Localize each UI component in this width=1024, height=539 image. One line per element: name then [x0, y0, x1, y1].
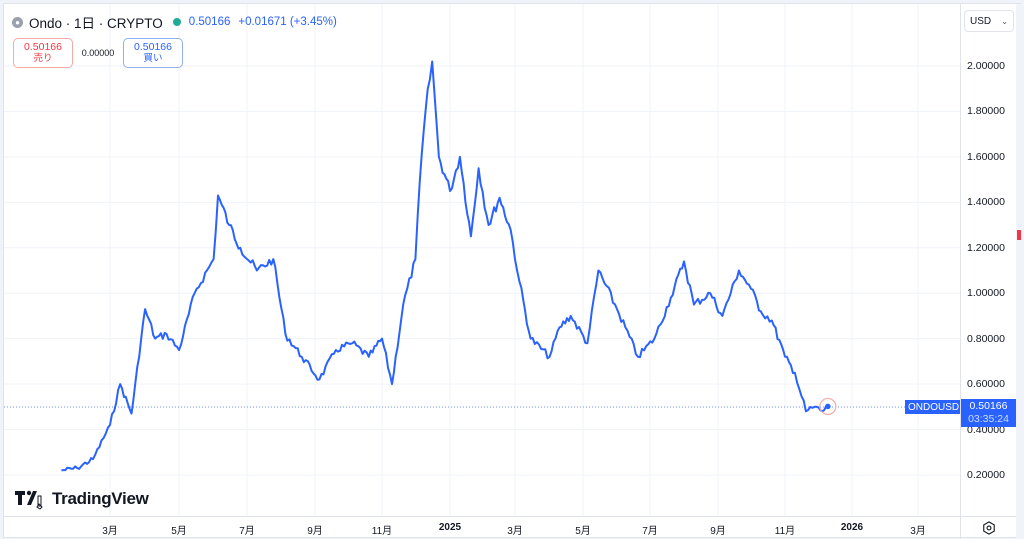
chart-frame: ● Ondo · 1日 · CRYPTO 0.50166 +0.01671 (+…	[3, 3, 1022, 539]
buy-price: 0.50166	[134, 41, 172, 53]
coin-icon: ●	[12, 16, 23, 28]
price-tick: 0.60000	[967, 378, 1005, 391]
sell-button[interactable]: 0.50166 売り	[13, 38, 73, 68]
last-price-dot	[825, 403, 831, 410]
market-open-indicator	[172, 18, 181, 26]
logo-text: TradingView	[52, 489, 149, 508]
buy-label: 買い	[143, 53, 163, 64]
symbol-title[interactable]: Ondo · 1日 · CRYPTO	[29, 16, 163, 31]
price-line-chart	[4, 4, 960, 516]
price-change: +0.01671 (+3.45%)	[238, 16, 337, 28]
sell-label: 売り	[33, 53, 53, 64]
time-axis[interactable]: 3月 5月 7月 9月 11月 2025 3月 5月 7月 9月 11月 2026 3月	[4, 516, 960, 539]
bar-countdown: 03:35:24	[968, 413, 1009, 425]
price-tick: 1.80000	[967, 105, 1005, 118]
chevron-down-icon: ⌄	[1001, 16, 1008, 26]
tradingview-logo[interactable]: TradingView	[14, 488, 149, 510]
time-tick: 9月	[710, 526, 726, 537]
price-tick: 1.20000	[967, 241, 1005, 254]
price-tick: 0.20000	[967, 468, 1005, 481]
price-tick: 0.80000	[967, 332, 1005, 345]
gear-icon	[982, 521, 995, 535]
tradingview-logo-icon	[15, 490, 43, 510]
time-tick: 7月	[642, 526, 658, 537]
time-tick: 7月	[239, 526, 255, 537]
buy-button[interactable]: 0.50166 買い	[123, 38, 183, 68]
time-tick: 11月	[371, 526, 393, 537]
trade-buttons: 0.50166 売り 0.00000 0.50166 買い	[13, 38, 183, 68]
time-tick: 9月	[307, 526, 323, 537]
right-toolbar-edge	[1016, 4, 1022, 539]
time-tick: 11月	[774, 526, 796, 537]
time-tick: 2025	[438, 522, 462, 533]
last-price: 0.50166	[188, 16, 231, 28]
price-tick: 2.00000	[967, 60, 1005, 72]
alert-marker	[1017, 230, 1021, 240]
spread-value: 0.00000	[81, 48, 115, 58]
currency-label: USD	[970, 15, 992, 27]
time-tick: 2026	[840, 522, 864, 533]
price-tick: 1.40000	[967, 196, 1005, 209]
time-tick: 5月	[575, 526, 591, 537]
time-tick: 3月	[910, 526, 926, 537]
time-tick: 3月	[102, 526, 118, 537]
chart-settings-button[interactable]	[960, 516, 1016, 539]
time-tick: 5月	[171, 526, 187, 537]
price-tick: 1.60000	[967, 150, 1005, 163]
last-price-label: 0.50166 03:35:24	[961, 399, 1016, 427]
symbol-tag: ONDOUSD	[905, 400, 960, 414]
currency-select[interactable]: USD ⌄	[964, 10, 1014, 32]
last-price-value: 0.50166	[969, 400, 1008, 412]
symbol-legend: ● Ondo · 1日 · CRYPTO 0.50166 +0.01671 (+…	[12, 12, 337, 32]
price-tick: 1.00000	[967, 287, 1005, 300]
price-axis[interactable]: USD ⌄ 2.00000 1.80000 1.60000 1.40000 1.2000…	[960, 4, 1016, 516]
chart-plot-area[interactable]: ● Ondo · 1日 · CRYPTO 0.50166 +0.01671 (+…	[4, 4, 960, 516]
time-tick: 3月	[507, 526, 523, 537]
last-price-ring	[819, 397, 837, 416]
sell-price: 0.50166	[24, 41, 62, 53]
